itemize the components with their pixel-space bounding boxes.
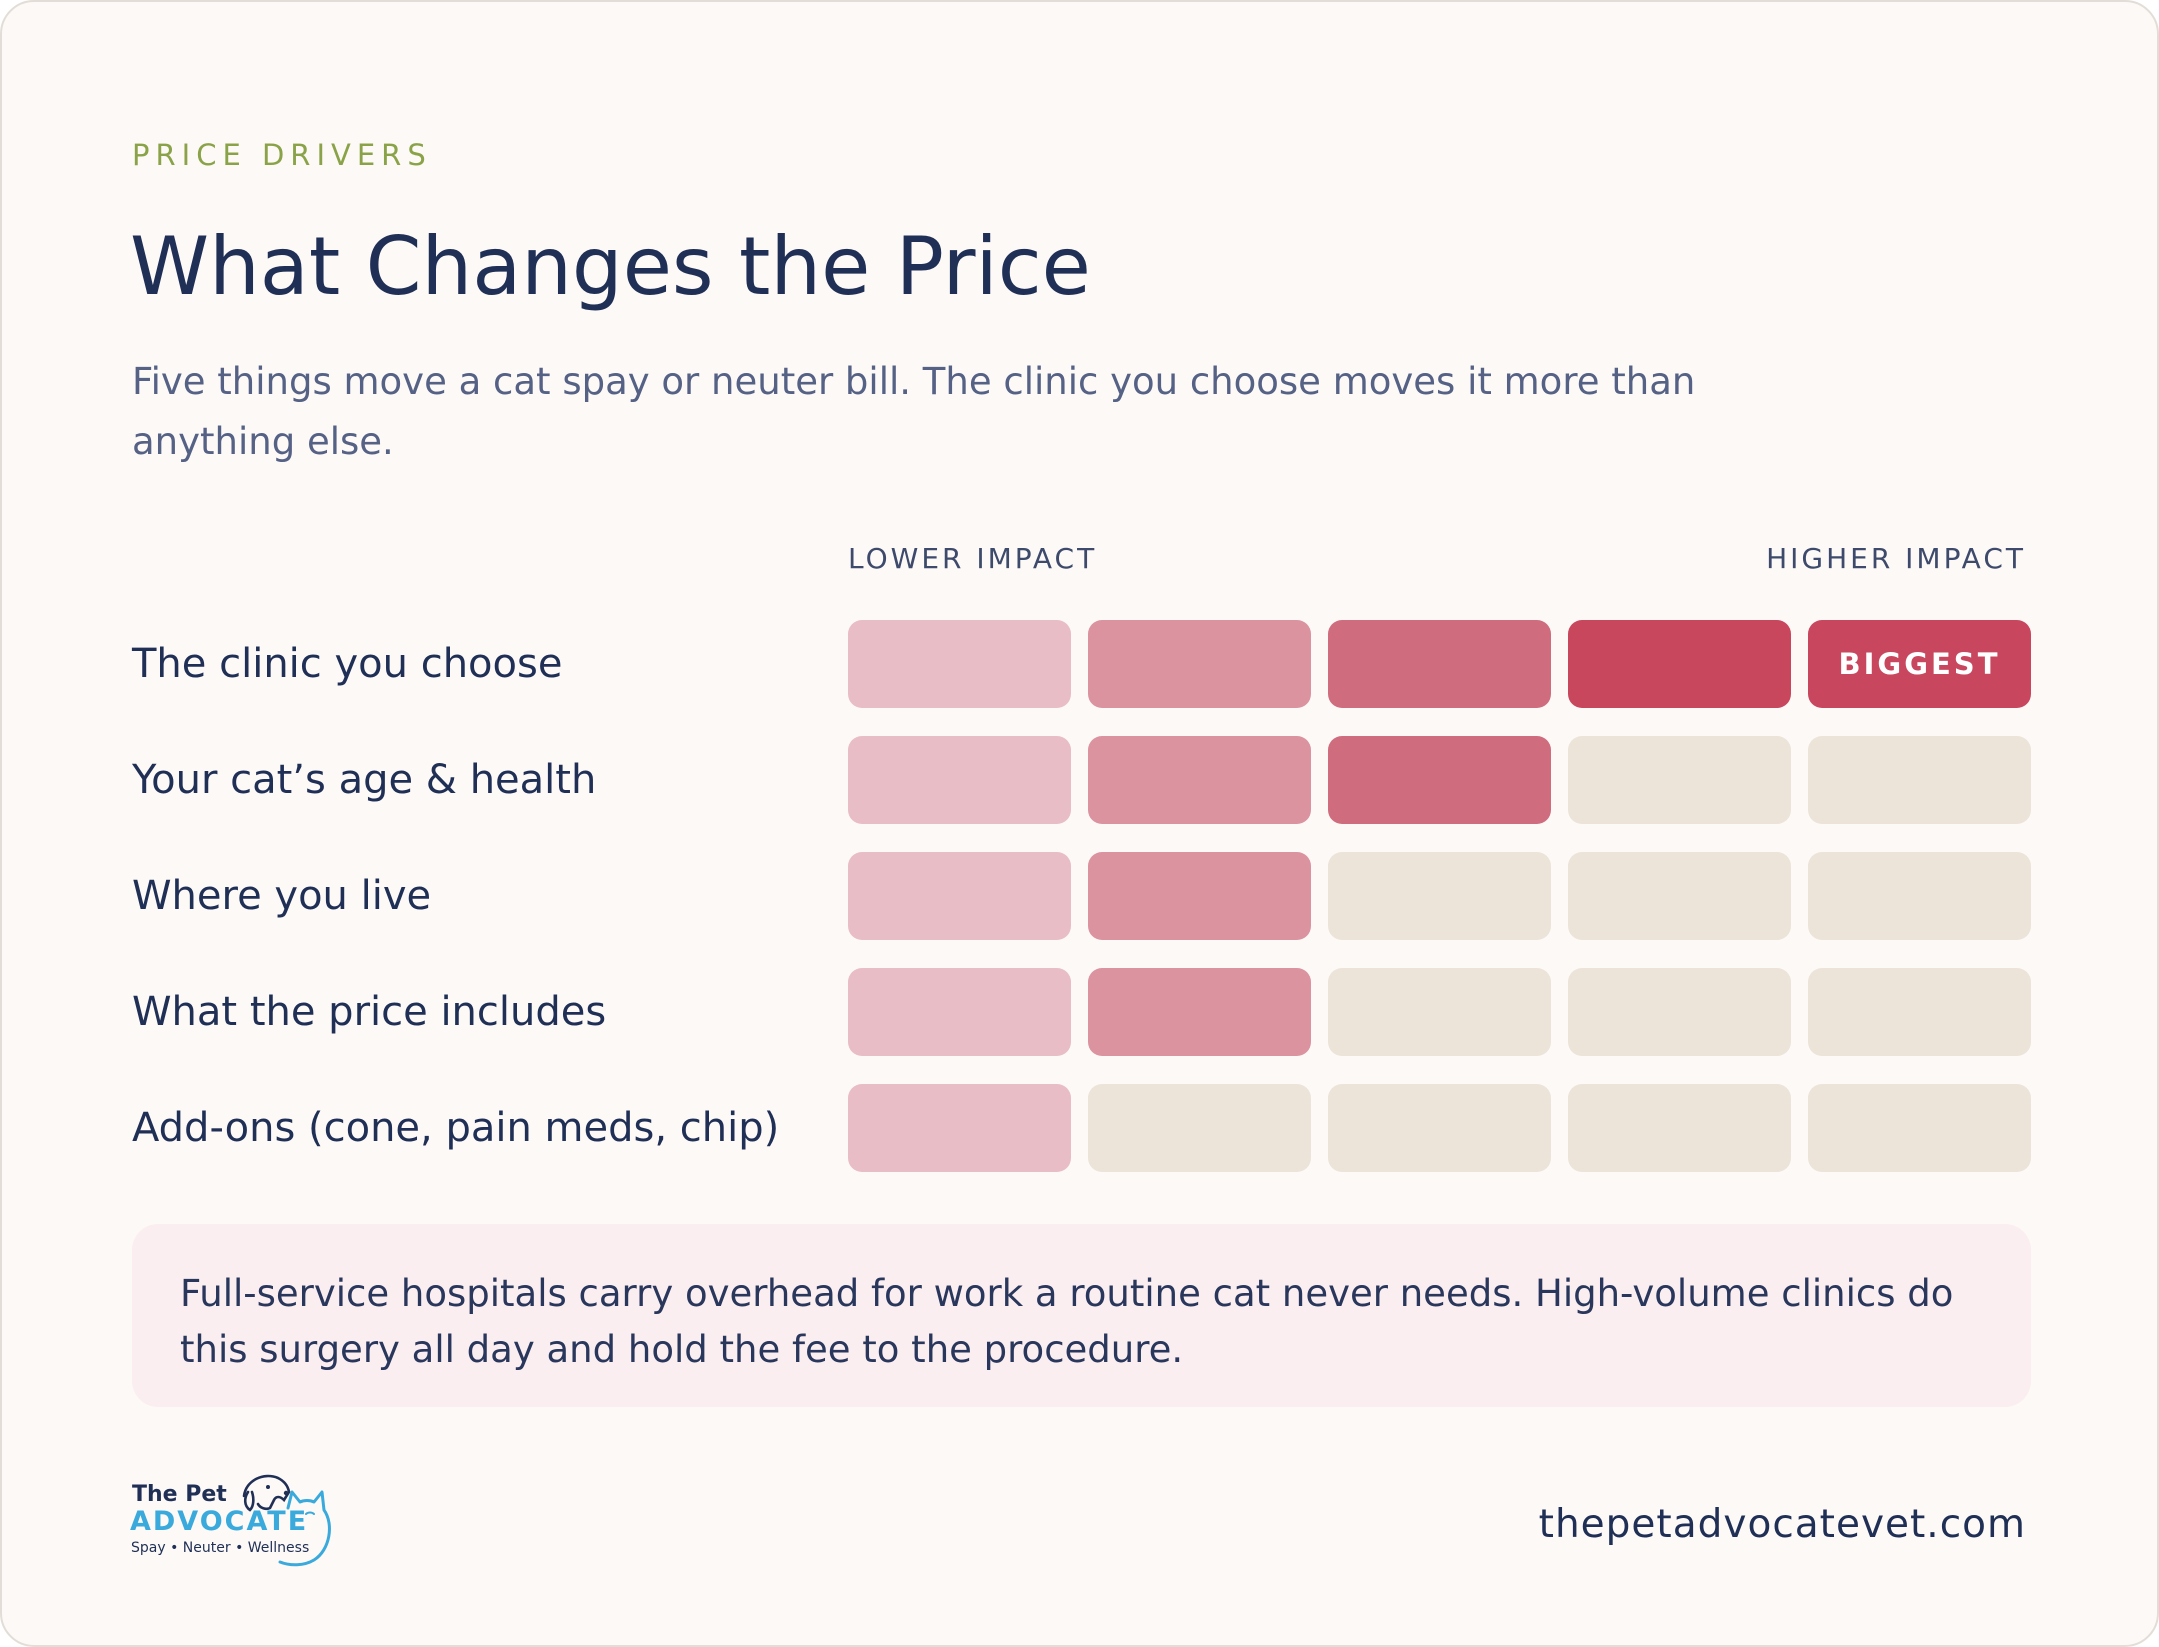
row-label: Add-ons (cone, pain meds, chip) (132, 1105, 780, 1151)
impact-cell-empty (1568, 968, 1791, 1056)
impact-cell-filled (1088, 968, 1311, 1056)
logo-text-the-pet: The Pet (132, 1482, 227, 1507)
row-label: Your cat’s age & health (132, 757, 597, 803)
impact-cell-empty (1088, 1084, 1311, 1172)
impact-cell-filled (848, 736, 1071, 824)
biggest-badge: BIGGEST (1838, 647, 2001, 681)
impact-cell-empty (1568, 852, 1791, 940)
impact-cell-empty (1808, 1084, 2031, 1172)
impact-cell-filled: BIGGEST (1808, 620, 2031, 708)
website-link[interactable]: thepetadvocatevet.com (1538, 1502, 2026, 1547)
impact-cell-filled (848, 852, 1071, 940)
impact-cell-filled (1328, 736, 1551, 824)
page-title: What Changes the Price (130, 220, 1091, 313)
impact-cell-empty (1808, 968, 2031, 1056)
impact-cell-filled (1088, 736, 1311, 824)
impact-cell-empty (1328, 968, 1551, 1056)
impact-cell-filled (848, 620, 1071, 708)
impact-cell-empty (1568, 736, 1791, 824)
row-label: Where you live (132, 873, 432, 919)
page-subtitle: Five things move a cat spay or neuter bi… (132, 360, 1696, 463)
row-label: What the price includes (132, 989, 607, 1035)
axis-label-higher-impact: HIGHER IMPACT (1766, 542, 2026, 575)
impact-cell-empty (1808, 852, 2031, 940)
row-label: The clinic you choose (132, 641, 563, 687)
callout-note: Full-service hospitals carry overhead fo… (132, 1224, 2031, 1407)
impact-cell-filled (1568, 620, 1791, 708)
logo-tagline: Spay • Neuter • Wellness (131, 1540, 310, 1556)
impact-cell-filled (848, 1084, 1071, 1172)
impact-cell-filled (848, 968, 1071, 1056)
brand-logo: The Pet ADVOCATE Spay • Neuter • Wellnes… (130, 1462, 331, 1572)
logo-text-advocate: ADVOCATE (130, 1506, 309, 1537)
impact-cell-empty (1808, 736, 2031, 824)
impact-cell-empty (1328, 1084, 1551, 1172)
dog-cat-outline-icon (242, 1474, 331, 1567)
callout-note-text: Full-service hospitals carry overhead fo… (180, 1272, 1954, 1371)
eyebrow-label: PRICE DRIVERS (132, 138, 432, 172)
impact-cell-filled (1088, 852, 1311, 940)
impact-cell-filled (1088, 620, 1311, 708)
impact-cell-filled (1328, 620, 1551, 708)
impact-cell-empty (1328, 852, 1551, 940)
impact-cell-empty (1568, 1084, 1791, 1172)
axis-label-lower-impact: LOWER IMPACT (848, 542, 1098, 575)
